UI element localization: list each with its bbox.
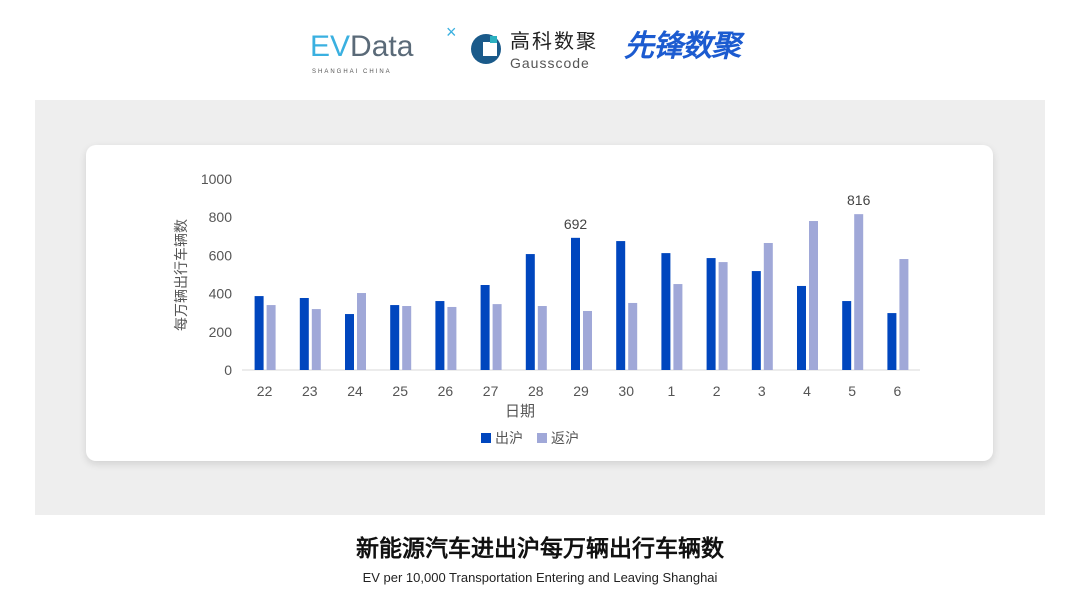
bar-inbound — [402, 306, 412, 370]
legend-label: 返沪 — [551, 431, 579, 447]
chart-subtitle: EV per 10,000 Transportation Entering an… — [362, 570, 718, 585]
gausscode-logo-en: Gausscode — [510, 55, 590, 71]
bar-inbound — [763, 242, 773, 370]
legend-swatch — [481, 433, 491, 443]
data-label: 692 — [564, 216, 588, 232]
evdata-logo-ev: EV — [310, 30, 351, 63]
y-tick-label: 600 — [209, 247, 233, 263]
bar-outbound — [751, 271, 761, 370]
bar-outbound — [661, 253, 671, 370]
bar-inbound — [357, 293, 366, 370]
evdata-logo-subtitle: SHANGHAI CHINA — [312, 69, 392, 75]
bar-outbound — [706, 258, 716, 370]
y-axis-title: 每万辆出行车辆数 — [173, 219, 190, 331]
x-tick-label: 1 — [668, 383, 676, 399]
gausscode-logo-cn: 高科数聚 — [510, 29, 598, 53]
x-axis-title: 日期 — [505, 402, 535, 420]
bar-inbound — [899, 259, 909, 370]
bar-inbound — [266, 305, 276, 370]
chart-card — [86, 145, 993, 461]
bar-outbound — [887, 313, 897, 370]
legend-label: 出沪 — [495, 431, 523, 447]
bar-inbound — [583, 310, 592, 370]
bar-inbound — [537, 306, 547, 370]
x-tick-label: 30 — [618, 383, 634, 399]
bar-inbound — [673, 284, 683, 370]
bar-inbound — [854, 214, 864, 370]
evdata-logo-data: Data — [350, 30, 414, 63]
bar-inbound — [718, 262, 728, 370]
bar-outbound — [345, 314, 354, 370]
xianfeng-logo: 先锋数聚 — [624, 29, 741, 64]
bar-outbound — [480, 285, 490, 370]
x-tick-label: 4 — [803, 383, 811, 399]
x-tick-label: 3 — [758, 383, 766, 399]
bar-inbound — [447, 306, 457, 370]
x-tick-label: 23 — [302, 383, 318, 399]
gausscode-logo-icon — [471, 34, 501, 64]
y-tick-label: 200 — [209, 324, 233, 340]
legend-swatch — [537, 433, 547, 443]
x-tick-label: 2 — [713, 383, 721, 399]
bar-outbound — [435, 301, 445, 370]
bar-outbound — [571, 237, 580, 370]
x-tick-label: 5 — [848, 383, 856, 399]
chart-title: 新能源汽车进出沪每万辆出行车辆数 — [356, 536, 724, 562]
bar-inbound — [311, 309, 321, 370]
bar-inbound — [628, 302, 638, 370]
x-tick-label: 25 — [392, 383, 408, 399]
x-tick-label: 6 — [894, 383, 902, 399]
logo-bar: EVData × SHANGHAI CHINA 高科数聚 Gausscode 先… — [0, 22, 1080, 76]
x-tick-label: 28 — [528, 383, 544, 399]
bar-inbound — [492, 304, 502, 370]
bar-outbound — [616, 241, 626, 370]
y-tick-label: 0 — [224, 362, 232, 378]
y-tick-label: 800 — [209, 209, 233, 225]
bar-outbound — [299, 297, 309, 370]
x-tick-label: 24 — [347, 383, 363, 399]
x-tick-label: 27 — [483, 383, 499, 399]
bar-inbound — [809, 221, 818, 370]
x-tick-label: 22 — [257, 383, 273, 399]
evdata-logo: EVData — [310, 30, 413, 64]
data-label: 816 — [847, 192, 871, 208]
bar-outbound — [842, 301, 852, 370]
bar-outbound — [525, 254, 535, 370]
bar-outbound — [254, 296, 264, 370]
x-tick-label: 29 — [573, 383, 589, 399]
x-tick-label: 26 — [438, 383, 454, 399]
bar-outbound — [797, 285, 806, 370]
y-tick-label: 1000 — [201, 171, 232, 187]
y-tick-label: 400 — [209, 286, 233, 302]
bar-outbound — [390, 305, 400, 370]
evdata-logo-x-mark: × — [446, 22, 457, 42]
